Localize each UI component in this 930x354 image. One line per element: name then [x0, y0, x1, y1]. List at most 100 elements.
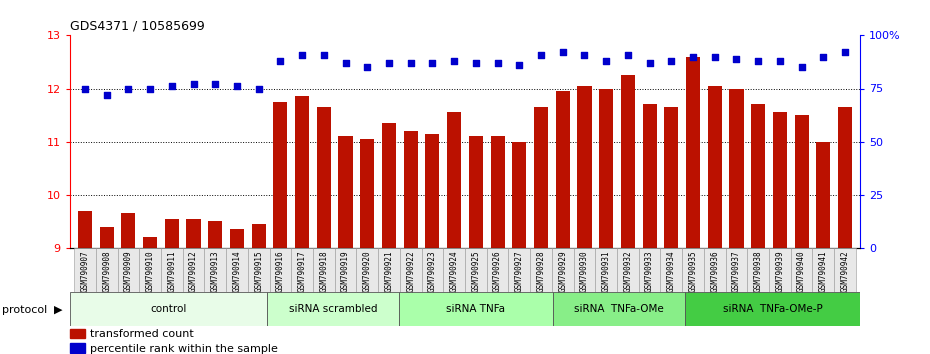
Point [751, 58, 765, 64]
Point [534, 52, 549, 57]
Bar [96, 248, 117, 292]
Bar [70, 329, 85, 338]
Text: GSM790914: GSM790914 [232, 250, 242, 292]
Text: siRNA  TNFa-OMe-P: siRNA TNFa-OMe-P [723, 304, 822, 314]
Point [381, 60, 396, 66]
Point [446, 58, 461, 64]
Text: GSM790936: GSM790936 [711, 250, 719, 292]
Text: GSM790934: GSM790934 [667, 250, 676, 292]
Bar [725, 248, 748, 292]
Point [620, 52, 635, 57]
Bar [78, 211, 92, 248]
Text: GSM790932: GSM790932 [623, 250, 632, 292]
Bar [74, 248, 96, 292]
Bar [748, 248, 769, 292]
Bar [382, 123, 396, 248]
Bar [247, 248, 270, 292]
Bar [70, 343, 85, 353]
Text: GSM790942: GSM790942 [841, 250, 849, 292]
Bar [360, 139, 375, 248]
Point [404, 60, 418, 66]
Bar [273, 102, 287, 248]
Text: percentile rank within the sample: percentile rank within the sample [90, 344, 278, 354]
Point [664, 58, 679, 64]
Bar [813, 248, 834, 292]
Bar [595, 248, 617, 292]
Bar [660, 248, 683, 292]
Text: GSM790937: GSM790937 [732, 250, 741, 292]
Bar [208, 221, 222, 248]
Point [339, 60, 353, 66]
Bar [465, 248, 486, 292]
Point [490, 60, 505, 66]
Bar [339, 136, 352, 248]
Text: GSM790910: GSM790910 [146, 250, 154, 292]
Bar [252, 224, 266, 248]
Bar [534, 107, 548, 248]
Bar [335, 248, 356, 292]
Text: ▶: ▶ [54, 305, 62, 315]
Point [295, 52, 310, 57]
Point [555, 50, 570, 55]
Bar [469, 136, 483, 248]
Text: GSM790924: GSM790924 [449, 250, 458, 292]
Bar [291, 248, 313, 292]
Point [729, 56, 744, 62]
Text: GSM790915: GSM790915 [254, 250, 263, 292]
Point [773, 58, 788, 64]
Point [708, 54, 723, 59]
Bar [230, 229, 244, 248]
Text: GSM790930: GSM790930 [580, 250, 589, 292]
Point [794, 64, 809, 70]
Point [186, 81, 201, 87]
Point [273, 58, 288, 64]
Point [577, 52, 591, 57]
Bar [205, 248, 226, 292]
Bar [530, 248, 551, 292]
Text: control: control [151, 304, 187, 314]
Bar [838, 107, 852, 248]
Bar [751, 104, 765, 248]
Bar [379, 248, 400, 292]
Bar [664, 107, 678, 248]
Bar [834, 248, 856, 292]
Point [77, 86, 92, 91]
Text: GSM790928: GSM790928 [537, 250, 546, 292]
Text: GSM790913: GSM790913 [211, 250, 219, 292]
Point [142, 86, 157, 91]
Text: GSM790909: GSM790909 [124, 250, 133, 292]
Bar [161, 248, 182, 292]
Bar [794, 115, 809, 248]
Point [599, 58, 614, 64]
Point [165, 84, 179, 89]
Text: GSM790941: GSM790941 [818, 250, 828, 292]
Point [425, 60, 440, 66]
Point [469, 60, 484, 66]
Point [512, 62, 526, 68]
Bar [552, 292, 684, 326]
Bar [447, 113, 461, 248]
Bar [140, 248, 161, 292]
Point [685, 54, 700, 59]
Bar [683, 248, 704, 292]
Bar [404, 131, 418, 248]
Bar [100, 227, 113, 248]
Bar [226, 248, 247, 292]
Bar [512, 142, 526, 248]
Bar [621, 75, 635, 248]
Text: GSM790927: GSM790927 [515, 250, 524, 292]
Point [207, 81, 222, 87]
Bar [295, 97, 309, 248]
Bar [509, 248, 530, 292]
Text: GSM790939: GSM790939 [776, 250, 784, 292]
Text: siRNA scrambled: siRNA scrambled [289, 304, 378, 314]
Bar [399, 292, 552, 326]
Point [230, 84, 245, 89]
Text: GSM790925: GSM790925 [472, 250, 481, 292]
Bar [267, 292, 399, 326]
Text: siRNA  TNFa-OMe: siRNA TNFa-OMe [574, 304, 664, 314]
Text: GSM790916: GSM790916 [276, 250, 285, 292]
Bar [790, 248, 813, 292]
Text: transformed count: transformed count [90, 329, 194, 339]
Bar [555, 91, 570, 248]
